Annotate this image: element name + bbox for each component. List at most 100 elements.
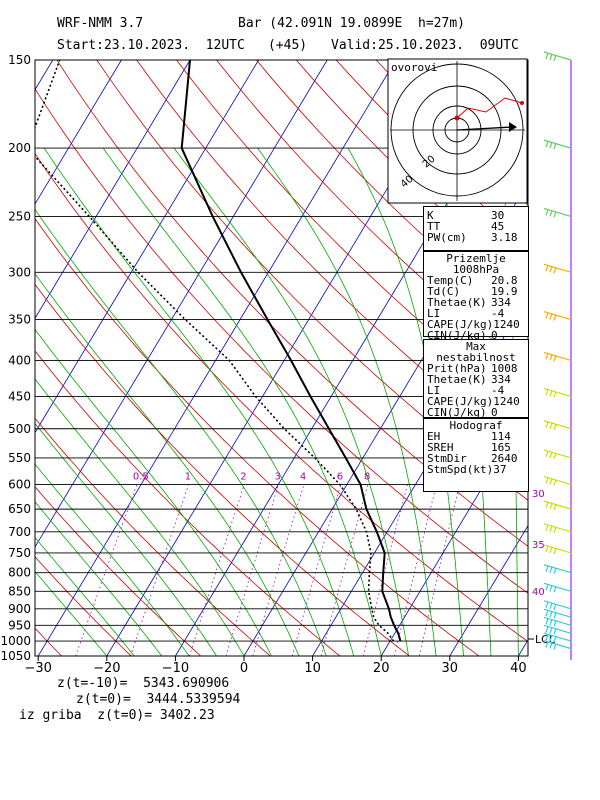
maxunstable-label: Prit(hPa) xyxy=(427,362,487,375)
wind-barb-feather xyxy=(549,210,553,217)
wind-barb-feather xyxy=(553,54,557,62)
mixing-ratio-label: 3 xyxy=(275,472,281,483)
wind-barb-feather xyxy=(549,313,553,320)
storm-motion-arrowhead xyxy=(509,122,517,132)
surface-value: 334 xyxy=(491,296,511,309)
pressure-tick-label: 850 xyxy=(8,584,31,598)
moist-adiabat-line xyxy=(43,147,355,656)
pressure-tick-label: 800 xyxy=(8,566,31,580)
surface-value: 0 xyxy=(491,329,498,342)
wind-barb xyxy=(543,608,572,619)
index-pw: PW(cm) 3.18 xyxy=(427,231,518,244)
wind-barb xyxy=(543,420,572,430)
wind-barb xyxy=(543,263,572,274)
wind-barb-feather xyxy=(553,643,557,650)
maxunstable-row: Prit(hPa) 1008 xyxy=(424,363,528,374)
wind-barb-feather xyxy=(545,52,549,60)
hodograph-top-point xyxy=(520,101,524,105)
hodo_params-value: 165 xyxy=(491,441,511,454)
pressure-tick-label: 700 xyxy=(8,525,31,539)
mixing-ratio-line xyxy=(418,484,460,656)
wind-barb xyxy=(543,616,572,627)
pressure-tick-label: 600 xyxy=(8,478,31,492)
surface-row: LI -4 xyxy=(424,308,528,319)
maxunstable-value: 334 xyxy=(491,373,511,386)
wind-barb-feather xyxy=(545,450,549,458)
wind-barb-feather xyxy=(549,141,553,149)
wind-barb-feather xyxy=(549,451,553,459)
wind-barb-feather xyxy=(549,619,553,626)
moist-adiabat-line xyxy=(347,147,464,656)
moist-adiabat-line xyxy=(35,536,135,656)
wind-barb xyxy=(543,500,572,511)
mixing-ratio-label: 4 xyxy=(300,472,306,483)
surface-row: Temp(C) 20.8 xyxy=(424,275,528,286)
moist-adiabat-line xyxy=(35,378,245,656)
hodo_params-value: 114 xyxy=(491,430,511,443)
hodograph-origin-point xyxy=(454,115,460,121)
wind-barb xyxy=(543,640,572,650)
mixing-ratio-label: 0.5 xyxy=(133,472,149,483)
pressure-tick-label: 200 xyxy=(8,141,31,155)
mixing-ratio-line xyxy=(252,484,305,656)
wind-barb xyxy=(543,449,572,460)
wind-barb-feather xyxy=(549,546,553,554)
wind-barb-feather xyxy=(549,525,553,533)
wind-barb-feather xyxy=(553,391,557,398)
pressure-tick-label: 300 xyxy=(8,265,31,279)
mixing-ratio-line xyxy=(189,484,245,656)
wind-barb-feather xyxy=(545,524,549,532)
mixing-ratio-line xyxy=(320,484,369,656)
pressure-tick-label: 1000 xyxy=(0,634,31,648)
temperature-tick-label: 0 xyxy=(240,661,248,676)
stability-indices: K 30 TT 45 PW(cm) 3.18 xyxy=(423,206,529,251)
valid-time: Valid:25.10.2023. 09UTC xyxy=(331,38,519,53)
moist-adiabat-line xyxy=(102,147,382,656)
wind-barb xyxy=(543,351,572,362)
moist-adiabat-line xyxy=(35,463,190,656)
hodo_params-value: 37 xyxy=(493,463,507,476)
maxunstable-value: -4 xyxy=(491,384,505,397)
wind-barb xyxy=(543,632,572,643)
maxunstable-row: LI -4 xyxy=(424,385,528,396)
moist-adiabat-line xyxy=(35,208,327,656)
forecast-lead: (+45) xyxy=(268,38,308,53)
wind-barb xyxy=(543,624,572,635)
wind-barb-feather xyxy=(545,265,549,272)
isotherm-line xyxy=(37,60,397,656)
wind-barb-feather xyxy=(545,389,549,396)
right-axis-label: 30 xyxy=(532,489,545,500)
moist-adiabat-line xyxy=(173,147,409,656)
pressure-tick-label: 900 xyxy=(8,602,31,616)
wind-barb-feather xyxy=(545,584,549,591)
dry-adiabat-line xyxy=(136,60,528,456)
maxunstable-row: CAPE(J/kg) 1240 xyxy=(424,396,528,407)
wind-barb-feather xyxy=(553,452,557,460)
isotherm-line xyxy=(35,60,191,320)
pressure-tick-label: 450 xyxy=(8,389,31,403)
max-unstable-box: Max nestabilnost Prit(hPa) 1008 Thetae(K) 3… xyxy=(423,339,529,418)
wind-barb xyxy=(543,310,572,321)
surface-label: Td(C) xyxy=(427,285,461,298)
wind-barb-feather xyxy=(545,421,549,428)
mixing-ratio-line xyxy=(394,484,437,656)
wind-barb-feather xyxy=(549,266,553,273)
wind-barb-feather xyxy=(545,626,549,633)
hodo_params-label: StmSpd(kt) xyxy=(427,463,494,476)
wind-barb-feather xyxy=(549,634,553,642)
surface-value: 1240 xyxy=(493,318,520,331)
wind-barb-feather xyxy=(545,477,549,484)
hodo_params-row: EH 114 xyxy=(424,431,528,442)
temperature-tick-label: 10 xyxy=(304,661,321,676)
max-unstable-title: Max nestabilnost xyxy=(436,340,516,364)
wind-barb-feather xyxy=(553,142,557,150)
wind-barb-feather xyxy=(545,353,549,360)
hodo_params-label: SREH xyxy=(427,441,454,454)
wind-barb xyxy=(543,582,572,593)
isotherm-line xyxy=(587,60,600,656)
surface-label: Temp(C) xyxy=(427,274,474,287)
index-k: K 30 xyxy=(427,209,505,222)
pressure-tick-label: 750 xyxy=(8,546,31,560)
wind-barb-feather xyxy=(545,545,549,553)
